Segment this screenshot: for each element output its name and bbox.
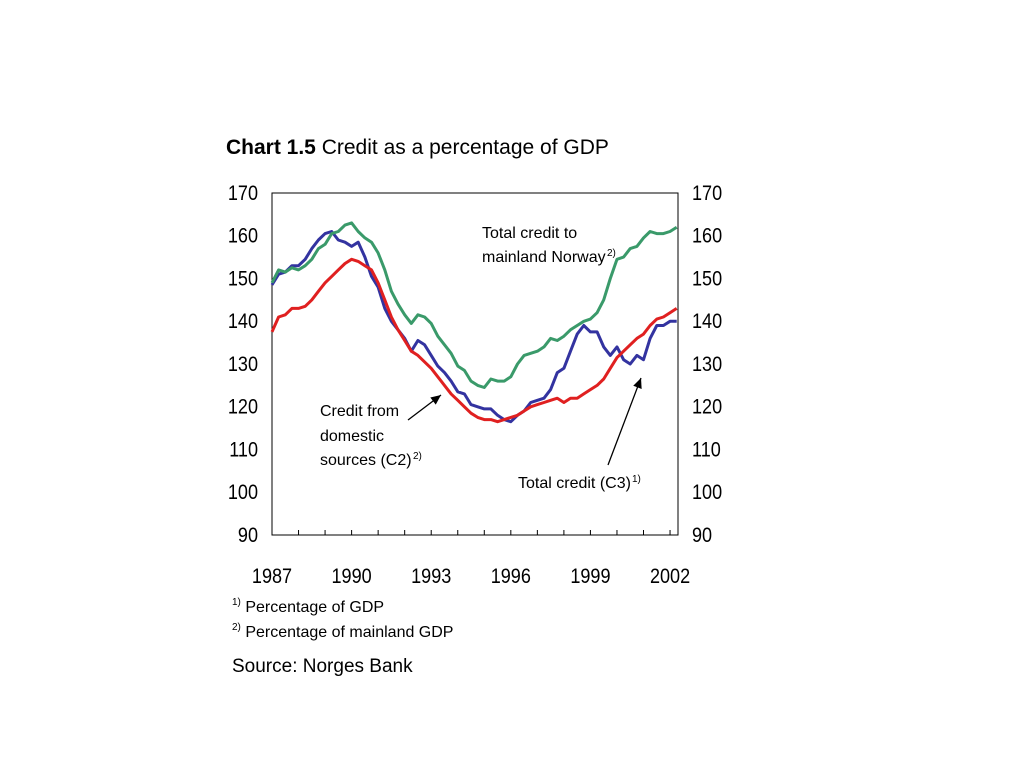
annotation-c3-line1: Total credit (C3) [518,475,631,492]
footnote-2-mark: 2) [232,622,241,633]
footnote-1-text: Percentage of GDP [245,599,385,616]
y-tick-label-left: 120 [228,396,258,420]
annotation-c2-line3: sources (C2) [320,452,412,469]
footnote-1-mark: 1) [232,597,241,608]
x-tick-label: 1996 [491,565,531,589]
footnote-2: 2) Percentage of mainland GDP [232,622,454,642]
y-tick-label-right: 110 [692,438,721,462]
annotation-c2-line2: domestic [320,428,384,445]
y-tick-label-right: 170 [692,182,722,206]
y-tick-label-left: 140 [228,310,258,334]
chart-title-text: Credit as a percentage of GDP [321,136,609,159]
chart-title: Chart 1.5 Credit as a percentage of GDP [226,136,609,160]
y-tick-label-left: 160 [228,225,258,249]
annotation-c3-arrow-head [633,378,642,389]
annotation-mainland-line2: mainland Norway [482,249,606,266]
y-tick-label-left: 90 [238,524,258,548]
annotation-c2-line1: Credit from [320,403,399,420]
x-tick-label: 1990 [332,565,372,589]
y-tick-label-left: 110 [229,438,258,462]
y-tick-label-right: 90 [692,524,712,548]
source-note: Source: Norges Bank [232,656,413,677]
x-tick-label: 1999 [570,565,610,589]
annotation-mainland-line1: Total credit to [482,225,577,242]
y-tick-label-right: 140 [692,310,722,334]
annotation-c2-arrow-head [430,395,441,405]
series-line-mainland [270,221,678,389]
annotation-c2-sup: 2) [413,451,422,462]
y-tick-label-right: 150 [692,267,722,291]
series-line-c2 [270,257,678,424]
footnote-1: 1) Percentage of GDP [232,597,385,617]
plot-frame [271,192,679,536]
annotation-c3-arrow [607,377,642,466]
y-tick-label-right: 100 [692,481,722,505]
y-tick-label-left: 100 [228,481,258,505]
y-tick-label-right: 120 [692,396,722,420]
x-tick-label: 2002 [650,565,690,589]
y-tick-label-left: 130 [228,353,258,377]
x-tick-label: 1993 [411,565,451,589]
y-tick-label-left: 150 [228,267,258,291]
chart-title-bold: Chart 1.5 [226,136,316,159]
y-tick-label-right: 130 [692,353,722,377]
y-tick-label-right: 160 [692,225,722,249]
annotation-c3-sup: 1) [632,474,641,485]
y-tick-label-left: 170 [228,182,258,206]
series-line-c3 [270,230,677,424]
annotation-mainland-sup: 2) [607,248,616,259]
x-tick-label: 1987 [252,565,292,589]
footnote-2-text: Percentage of mainland GDP [245,624,454,641]
